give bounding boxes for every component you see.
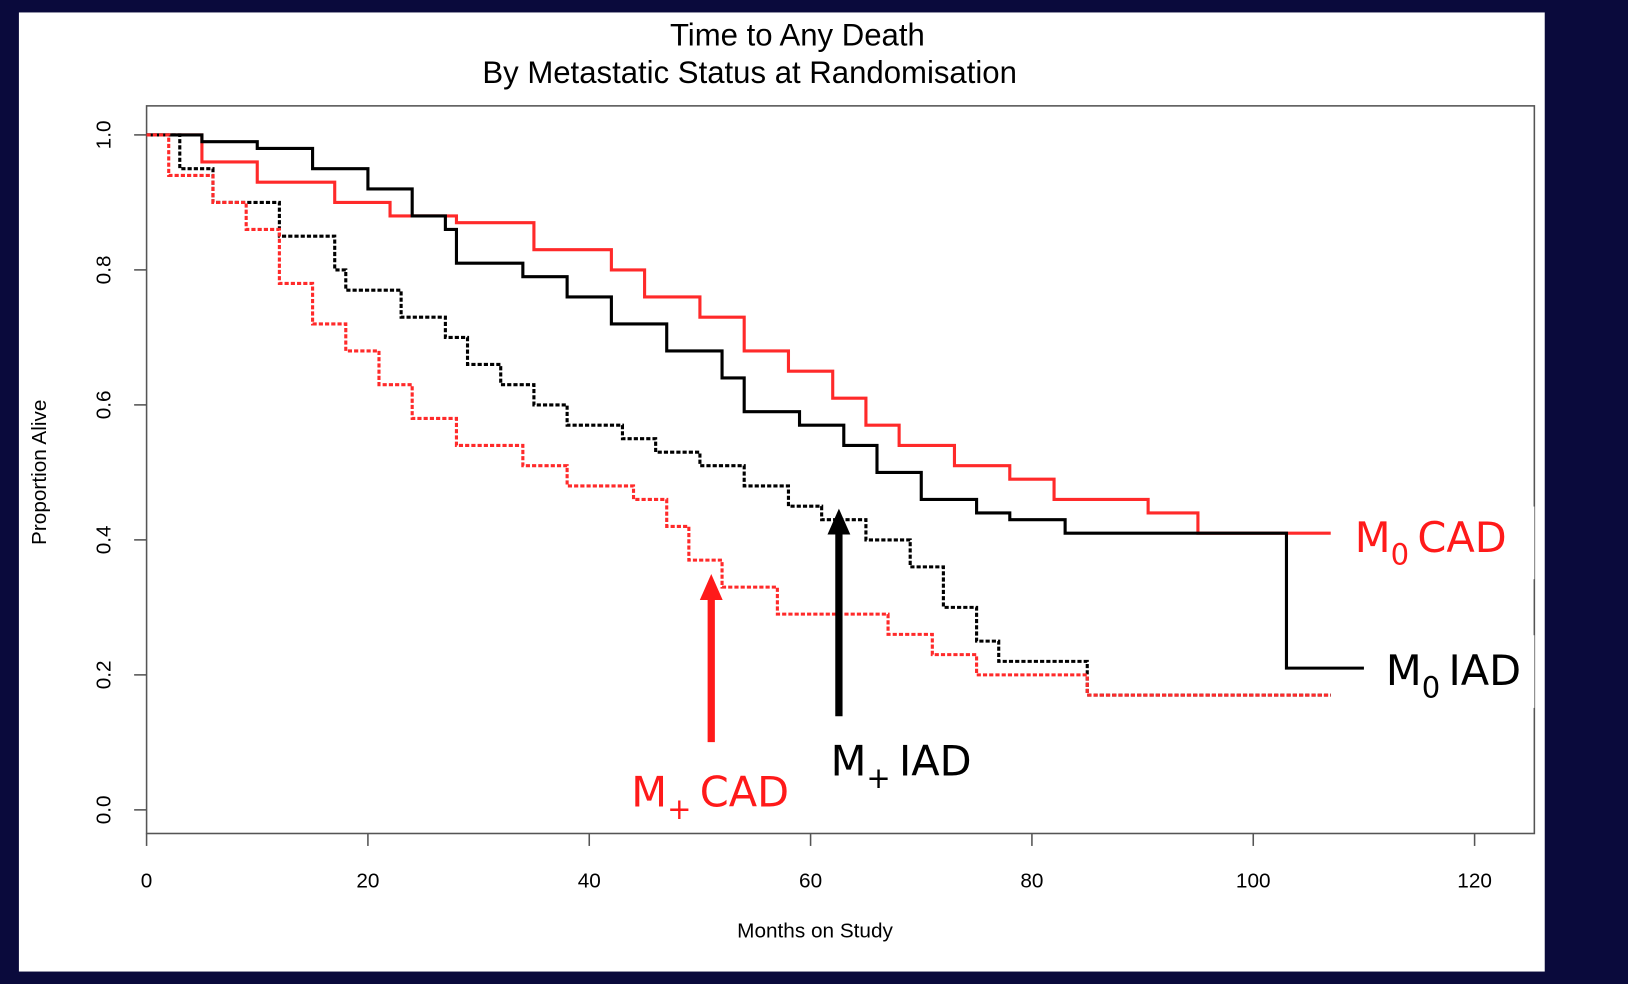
annotation-sub: + (866, 761, 890, 795)
survival-curve (146, 133, 1331, 535)
annotation-rest: IAD (1449, 646, 1522, 695)
annotation-main: M (631, 768, 667, 817)
arrow-head (827, 508, 851, 535)
y-axis-title: Proportion Alive (28, 400, 51, 545)
y-tick-label: 0.2 (92, 660, 115, 689)
survival-curve (146, 133, 1331, 697)
annotation: M0 IAD (1386, 646, 1521, 704)
annotation: M0 CAD (1355, 513, 1507, 571)
annotation-main: M (1386, 646, 1422, 695)
annotation-rest: CAD (1417, 513, 1506, 562)
y-tick-label: 0.0 (92, 795, 115, 824)
y-tick-label: 0.8 (92, 255, 115, 284)
annotation-sub: 0 (1422, 671, 1440, 705)
annotation: M+ IAD (831, 736, 972, 794)
x-tick-label: 0 (141, 869, 153, 892)
x-tick-label: 60 (799, 869, 822, 892)
x-tick-label: 40 (578, 869, 601, 892)
x-tick-label: 100 (1236, 869, 1271, 892)
chart-title: Time to Any Death (670, 18, 925, 53)
chart-subtitle: By Metastatic Status at Randomisation (482, 55, 1017, 90)
annotation-rest: IAD (899, 736, 972, 785)
label-background (1339, 506, 1535, 580)
annotation-sub: 0 (1391, 538, 1409, 572)
arrow-head (699, 574, 723, 600)
x-tick-label: 120 (1457, 869, 1492, 892)
y-tick-label: 0.6 (92, 390, 115, 419)
plot-frame (145, 105, 1536, 835)
annotation-main: M (1355, 513, 1391, 562)
x-axis-title: Months on Study (737, 919, 893, 942)
annotation-sub: + (667, 792, 691, 826)
annotation-main: M (831, 736, 867, 785)
y-tick-label: 0.4 (92, 525, 115, 554)
survival-curve (146, 133, 1364, 670)
x-tick-label: 20 (356, 869, 379, 892)
annotation-rest: CAD (700, 768, 789, 817)
annotation: M+ CAD (631, 768, 789, 826)
label-background (1368, 635, 1535, 708)
y-tick-label: 1.0 (92, 120, 115, 149)
chart-background (18, 12, 1545, 972)
survival-curve (146, 133, 1331, 697)
x-tick-label: 80 (1020, 869, 1043, 892)
